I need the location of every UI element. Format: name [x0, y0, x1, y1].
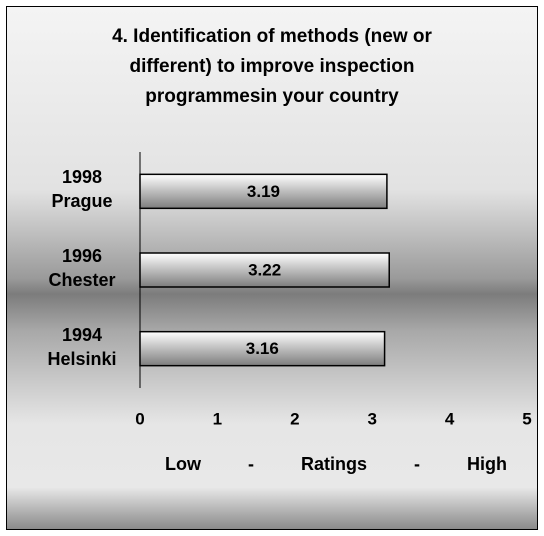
- bar: [139, 330, 386, 367]
- x-tick-label: 4: [445, 409, 455, 428]
- x-tick-label: 0: [135, 409, 144, 428]
- data-label: 3.16: [246, 339, 279, 358]
- x-tick-label: 5: [522, 409, 531, 428]
- bar: [139, 252, 390, 288]
- x-tick-label: 1: [213, 409, 222, 428]
- data-label: 3.19: [247, 182, 280, 201]
- chart-title: 4. Identification of methods (new or dif…: [112, 26, 432, 107]
- y-tick-label: 1994 Helsinki: [47, 324, 117, 369]
- x-tick-label: 3: [367, 409, 376, 428]
- bar: [139, 173, 388, 210]
- y-tick-label: 1996 Chester: [48, 246, 116, 290]
- data-label: 3.22: [248, 260, 281, 279]
- x-tick-label: 2: [290, 409, 299, 428]
- x-axis-label: Low - Ratings - High: [165, 454, 507, 474]
- y-tick-label: 1998 Prague: [51, 167, 113, 212]
